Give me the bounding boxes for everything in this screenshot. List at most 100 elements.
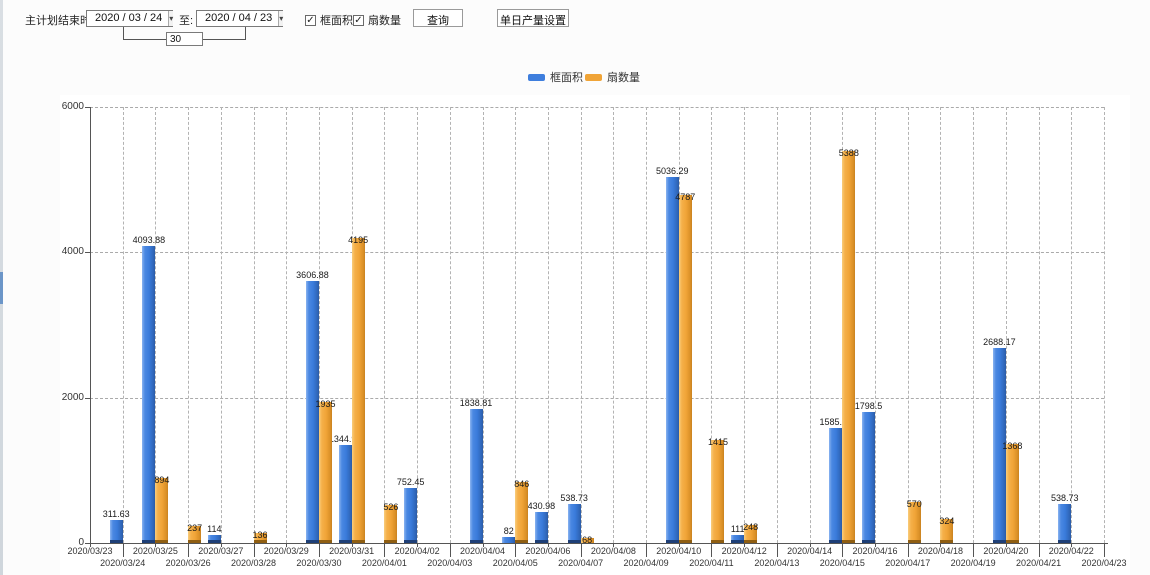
v-gridline [122,107,124,543]
checkbox-frame-area-box[interactable]: ✓ [305,14,316,26]
y-tick [85,252,90,254]
plan-end-time-label: 主计划结束时间: [25,15,106,27]
bar-框面积-2020/03/30 [305,281,319,543]
checkbox-fan-count-box[interactable]: ✓ [353,14,364,26]
v-gridline [286,107,288,543]
bar-value-label: 846 [514,479,530,489]
bar-框面积-2020/04/06 [534,512,548,543]
bar-value-label: 237 [187,523,203,533]
bar-框面积-2020/04/02 [404,488,418,543]
y-axis-label: 0 [78,537,84,548]
bar-扇数量-2020/04/20 [1005,444,1019,543]
x-tick [417,543,419,547]
x-tick [351,543,353,547]
date-to-picker[interactable]: 2020 / 04 / 23 ▾ [196,10,284,27]
y-tick [85,397,90,399]
v-gridline [940,107,942,543]
x-tick [711,543,713,557]
checkbox-fan-count[interactable]: ✓ 扇数量 [353,12,401,28]
date-from-dropdown-icon[interactable]: ▾ [168,11,174,26]
bar-扇数量-2020/04/15 [842,151,856,543]
bar-框面积-2020/04/10 [665,177,679,543]
v-gridline [711,107,713,543]
h-gridline [90,107,1104,108]
x-tick [744,543,746,547]
bar-扇数量-2020/03/31 [351,238,365,543]
bar-value-label: 2688.17 [983,337,1016,347]
x-tick [155,543,157,547]
bar-value-label: 1935 [315,399,336,409]
v-gridline [417,107,419,543]
y-tick [85,543,90,544]
x-axis-label: 2020/04/12 [721,546,767,556]
bar-value-label: 3606.88 [296,270,329,280]
legend-label-fan-count: 扇数量 [607,72,640,84]
y-tick [85,107,90,108]
v-gridline [907,107,909,543]
bar-value-label: 570 [906,499,922,509]
x-tick [940,543,942,547]
bar-value-label: 248 [743,522,759,532]
v-gridline [318,107,320,543]
x-tick [809,543,811,547]
x-axis-label: 2020/04/22 [1048,546,1094,556]
x-tick [613,543,615,547]
v-gridline [776,107,778,543]
y-axis-label: 4000 [61,246,84,258]
bar-value-label: 4195 [348,235,369,245]
bar-扇数量-2020/04/07 [580,538,594,543]
x-axis-label: 2020/03/26 [165,558,211,568]
h-gridline [90,397,1104,399]
x-axis-label: 2020/03/28 [231,558,277,568]
daily-output-settings-button[interactable]: 单日产量设置 [497,9,569,27]
window-left-edge-accent [0,272,3,304]
h-gridline [90,252,1104,254]
bar-value-label: 324 [939,516,955,526]
x-axis-label: 2020/04/17 [885,558,931,568]
bar-value-label: 752.45 [396,477,425,487]
bar-value-label: 136 [252,530,268,540]
date-to-value: 2020 / 04 / 23 [205,12,273,24]
checkbox-frame-area-label: 框面积 [320,15,353,27]
checkbox-frame-area[interactable]: ✓ 框面积 [305,12,353,28]
bar-value-label: 1415 [707,437,728,447]
date-from-picker[interactable]: 2020 / 03 / 24 ▾ [86,10,174,27]
bar-value-label: 111 [730,524,745,534]
v-gridline [253,107,255,543]
bar-框面积-2020/04/12 [731,535,745,543]
bar-value-label: 68 [582,535,593,545]
x-tick [220,543,222,547]
x-tick [286,543,288,547]
v-gridline [515,107,517,543]
bar-value-label: 538.73 [560,493,588,503]
x-tick [90,543,91,547]
x-axis-label: 2020/04/19 [950,558,996,568]
connector-line [123,39,166,40]
bar-value-label: 114 [207,524,222,534]
connector-line [123,27,124,39]
x-tick [646,543,648,557]
x-tick [1038,543,1040,557]
query-button[interactable]: 查询 [413,9,463,27]
legend-swatch-frame-area [528,73,545,81]
legend-item-frame-area: 框面积 [528,69,583,85]
bar-扇数量-2020/04/18 [940,519,954,543]
bar-value-label: 1368 [1002,441,1023,451]
bar-value-label: 311.63 [102,509,130,519]
x-axis-label: 2020/03/27 [198,546,244,556]
bar-扇数量-2020/04/17 [907,502,921,543]
x-axis-label: 2020/04/01 [361,558,407,568]
x-axis-label: 2020/03/25 [132,546,178,556]
x-axis-label: 2020/04/08 [590,546,636,556]
interval-days-input[interactable]: 30 [166,32,203,46]
x-axis-label: 2020/04/11 [689,558,734,568]
v-gridline [613,107,615,543]
bar-框面积-2020/04/20 [992,348,1006,543]
x-tick [678,543,680,547]
v-gridline [384,107,386,543]
bar-扇数量-2020/03/25 [155,478,169,543]
v-gridline [547,107,549,543]
x-tick [1071,543,1073,547]
bar-value-label: 5036.29 [655,166,689,176]
date-to-dropdown-icon[interactable]: ▾ [278,11,284,26]
